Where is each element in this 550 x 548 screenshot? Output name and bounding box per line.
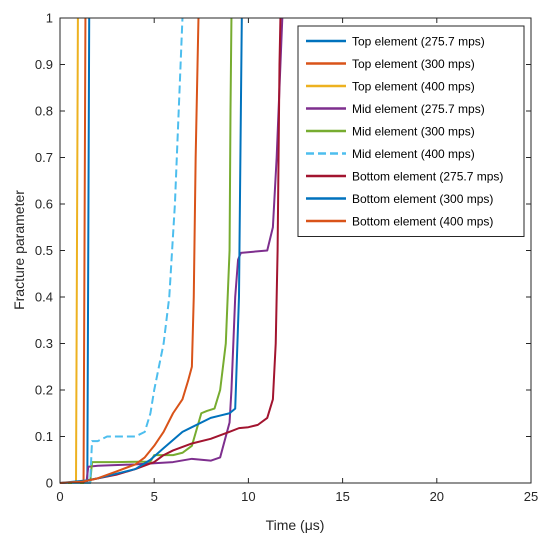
y-tick-label: 0.9: [35, 57, 53, 72]
legend-label-3: Top element (400 mps): [352, 80, 475, 94]
legend-label-8: Bottom element (300 mps): [352, 192, 493, 206]
axes-layer: 0 5 10 15 20 25 0 0.1 0.2 0.3 0.4 0.5 0.6 0.7 0.8 0.9 1: [35, 11, 538, 505]
series-line-6: [60, 17, 184, 484]
y-tick-label: 0: [46, 476, 53, 491]
x-tick-label: 25: [524, 489, 538, 504]
y-tick-label: 0.2: [35, 383, 53, 398]
y-axis-title: Fracture parameter: [11, 190, 27, 310]
y-tick-label: 0.3: [35, 336, 53, 351]
legend: Top element (275.7 mps) Top element (300 …: [297, 25, 525, 237]
legend-label-4: Mid element (275.7 mps): [352, 102, 485, 116]
series-line-9: [59, 17, 200, 484]
x-axis-title: Time (μs): [266, 517, 325, 533]
legend-label-5: Mid element (300 mps): [352, 125, 475, 139]
series-line-5: [60, 17, 233, 484]
legend-label-1: Top element (275.7 mps): [352, 35, 485, 49]
x-tick-label: 15: [335, 489, 349, 504]
y-tick-label: 0.4: [35, 290, 53, 305]
x-tick-label: 10: [241, 489, 255, 504]
legend-label-2: Top element (300 mps): [352, 57, 475, 71]
y-tick-label: 1: [46, 11, 53, 26]
y-tick-label: 0.5: [35, 243, 53, 258]
legend-label-6: Mid element (400 mps): [352, 147, 475, 161]
x-tick-label: 0: [56, 489, 63, 504]
y-tick-label: 0.8: [35, 104, 53, 119]
x-tick-label: 20: [430, 489, 444, 504]
x-tick-label: 5: [151, 489, 158, 504]
y-tick-label: 0.7: [35, 150, 53, 165]
y-tick-label: 0.6: [35, 197, 53, 212]
legend-label-7: Bottom element (275.7 mps): [352, 170, 503, 184]
y-tick-label: 0.1: [35, 429, 53, 444]
series-line-4: [60, 17, 284, 484]
series-line-8: [59, 17, 243, 484]
legend-label-9: Bottom element (400 mps): [352, 215, 493, 229]
